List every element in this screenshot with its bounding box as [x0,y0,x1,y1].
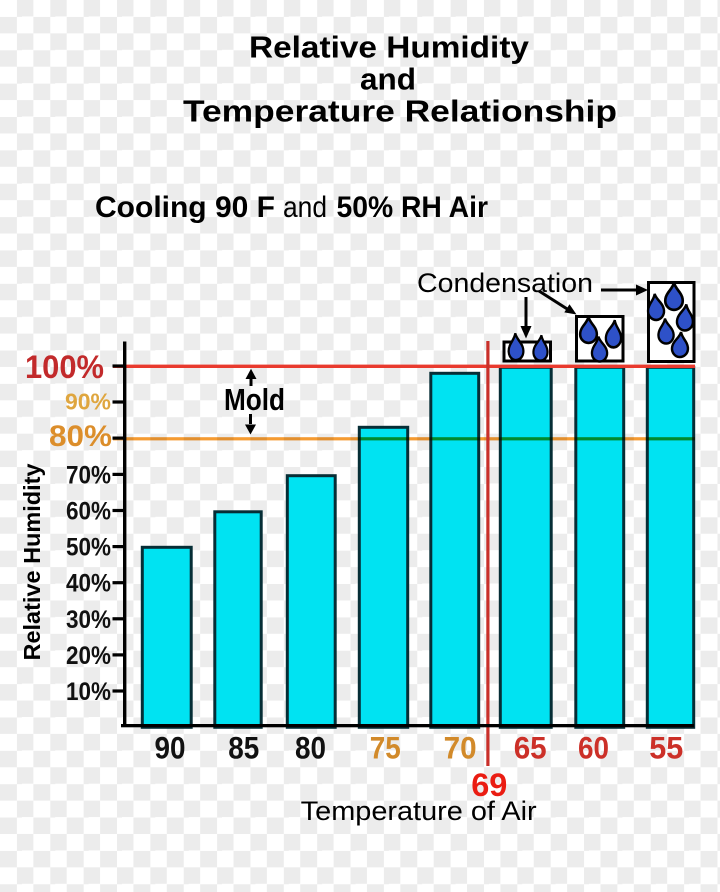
svg-text:50%: 50% [66,534,111,562]
svg-text:and: and [360,63,416,97]
svg-text:70: 70 [444,730,477,766]
svg-text:60%: 60% [66,498,111,526]
svg-text:Relative Humidity: Relative Humidity [249,31,529,65]
svg-text:65: 65 [514,730,547,766]
svg-text:80%: 80% [49,420,112,453]
svg-text:70%: 70% [66,461,111,489]
svg-text:100%: 100% [25,349,104,385]
svg-text:90%: 90% [65,389,111,415]
svg-text:75: 75 [370,730,401,766]
svg-text:30%: 30% [66,606,111,634]
svg-text:Relative Humidity: Relative Humidity [19,463,45,660]
svg-text:Condensation: Condensation [417,268,593,298]
svg-text:90: 90 [155,730,186,766]
svg-text:20%: 20% [66,642,111,670]
svg-text:85: 85 [228,730,259,766]
svg-text:40%: 40% [66,570,111,598]
svg-text:Temperature Relationship: Temperature Relationship [183,95,617,129]
svg-text:and: and [283,191,327,224]
svg-text:80: 80 [295,730,326,766]
svg-text:69: 69 [471,767,507,803]
svg-text:55: 55 [649,730,683,766]
svg-text:Temperature of Air: Temperature of Air [301,796,537,826]
svg-text:Mold: Mold [224,383,285,417]
svg-text:Cooling 90 F: Cooling 90 F [95,191,275,224]
svg-text:50% RH Air: 50% RH Air [337,191,489,224]
svg-text:10%: 10% [66,678,111,706]
svg-text:60: 60 [578,730,609,766]
